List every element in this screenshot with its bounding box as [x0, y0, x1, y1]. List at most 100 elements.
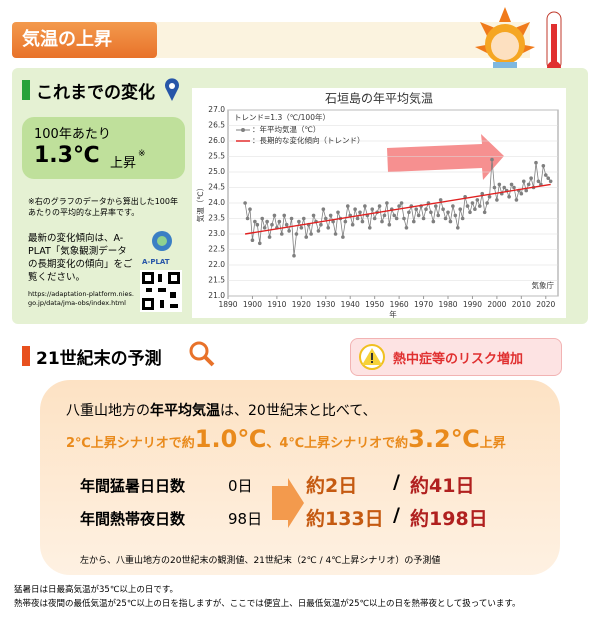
data-point	[245, 216, 250, 221]
x-tick-label: 1900	[243, 300, 262, 309]
row-base: 98日	[228, 510, 263, 528]
data-point	[282, 213, 287, 218]
forecast-box	[40, 380, 560, 575]
aplat-logo: A-PLAT	[142, 258, 170, 266]
data-point	[492, 185, 497, 190]
data-point	[521, 179, 526, 184]
data-point	[448, 219, 453, 224]
data-point	[429, 210, 433, 215]
data-point	[267, 235, 272, 239]
data-point	[487, 195, 492, 199]
y-tick-label: 25.0	[208, 167, 225, 176]
chart-title: 石垣島の年平均気温	[325, 91, 433, 106]
data-point	[416, 213, 421, 218]
x-tick-label: 1890	[218, 300, 237, 309]
row-base: 0日	[228, 477, 253, 495]
header-title: 気温の上昇	[12, 22, 157, 58]
data-point	[265, 219, 269, 224]
data-point	[270, 222, 274, 227]
data-point	[546, 176, 551, 180]
data-point	[433, 204, 438, 208]
url: https://adaptation-platform.nies.go.jp/d…	[28, 290, 134, 307]
data-point	[482, 210, 487, 215]
header-strip	[150, 22, 530, 58]
row-sep: /	[393, 504, 400, 526]
data-point	[289, 216, 294, 221]
data-point	[490, 157, 494, 162]
data-point	[328, 213, 333, 218]
arrow-icon	[272, 478, 304, 528]
data-point	[380, 219, 384, 224]
data-point	[480, 191, 485, 196]
data-point	[468, 210, 472, 215]
data-point	[385, 201, 389, 205]
data-point	[438, 198, 443, 202]
chart: 石垣島の年平均気温 21.0 21.5 22.0 22.5 23.0 23.5 24.0 24…	[192, 88, 566, 318]
data-point	[404, 226, 409, 230]
data-point	[316, 229, 321, 233]
data-point	[529, 176, 533, 180]
data-point	[284, 222, 289, 227]
data-point	[436, 213, 441, 218]
data-point	[255, 222, 260, 227]
data-point	[536, 179, 541, 184]
data-point	[514, 198, 519, 202]
heading-marker	[22, 80, 30, 100]
data-point	[253, 219, 257, 224]
data-point	[377, 204, 382, 208]
data-point	[248, 207, 252, 211]
data-point	[455, 226, 460, 230]
rate-value: 1.3℃	[34, 143, 100, 168]
data-point	[541, 164, 546, 168]
data-point	[460, 216, 465, 221]
data-point	[509, 182, 514, 187]
lead-emph: 年平均気温	[150, 403, 220, 419]
lead-line1: 八重山地方の年平均気温は、20世紀末と比べて、	[66, 400, 377, 420]
x-tick-label: 1910	[267, 300, 286, 309]
data-point	[392, 213, 397, 218]
legend-swatch	[241, 128, 245, 132]
risk-text: 熱中症等のリスク増加	[393, 352, 524, 367]
data-point	[360, 219, 365, 224]
x-tick-label: 1920	[292, 300, 311, 309]
qr-code	[140, 270, 182, 312]
source: 気象庁	[532, 280, 555, 290]
row-v1: 約2日	[306, 475, 358, 497]
data-point	[502, 185, 507, 190]
data-point	[336, 210, 340, 215]
data-point	[399, 201, 404, 205]
aplat-text: 最新の変化傾向は、A-PLAT「気象観測データの長期変化の傾向」をご覧ください。	[28, 233, 133, 283]
data-point	[287, 229, 291, 233]
row-sep: /	[393, 471, 400, 493]
data-point	[272, 213, 277, 218]
data-point	[485, 201, 489, 205]
row-v2: 約198日	[410, 508, 488, 530]
data-point	[321, 207, 326, 211]
data-point	[414, 207, 419, 211]
magnifier-icon	[189, 341, 215, 367]
y-axis-label: 気温（℃）	[195, 184, 205, 222]
data-point	[243, 201, 247, 205]
data-point	[477, 204, 482, 208]
lead-value: 3.2℃	[408, 425, 480, 453]
data-point	[319, 222, 323, 227]
x-tick-label: 1980	[438, 300, 457, 309]
data-point	[431, 219, 436, 224]
data-point	[311, 213, 316, 218]
series-line	[244, 159, 551, 256]
row-v1: 約133日	[306, 508, 384, 530]
aplat-icon	[152, 231, 172, 251]
data-point	[473, 207, 477, 211]
y-tick-label: 24.5	[208, 183, 225, 192]
data-point	[443, 216, 448, 221]
data-point	[363, 204, 367, 208]
data-point	[355, 216, 360, 221]
rate-label: 100年あたり	[34, 127, 111, 142]
y-tick-label: 21.5	[208, 276, 225, 285]
data-point	[292, 253, 296, 258]
data-point	[370, 207, 375, 211]
footnote: 猛暑日は日最高気温が35℃以上の日です。	[14, 585, 179, 595]
x-tick-label: 1930	[316, 300, 335, 309]
y-tick-label: 27.0	[208, 105, 225, 114]
data-point	[446, 210, 450, 215]
